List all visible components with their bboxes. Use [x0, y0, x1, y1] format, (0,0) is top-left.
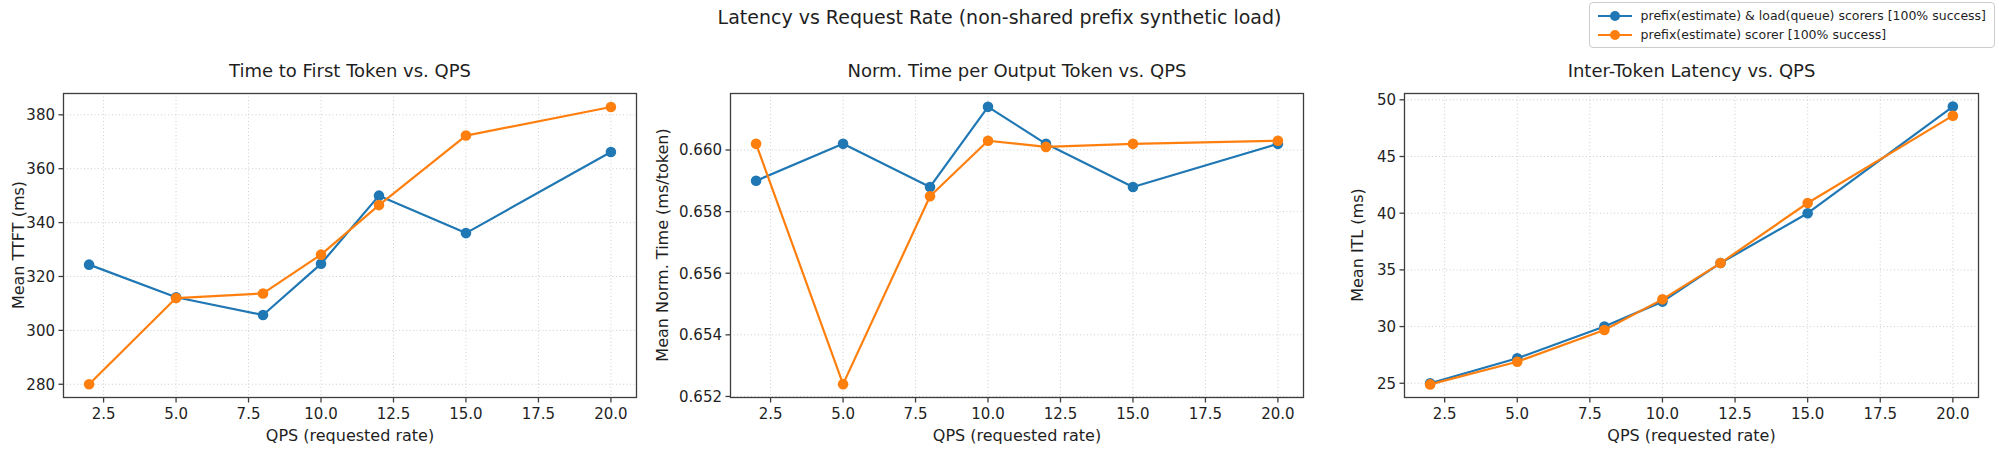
- x-tick-label: 7.5: [904, 405, 928, 423]
- y-tick-label: 30: [1377, 318, 1396, 336]
- series-line-0: [89, 152, 611, 315]
- series-line-1: [756, 141, 1278, 384]
- latency-figure: Latency vs Request Rate (non-shared pref…: [0, 0, 1999, 458]
- data-point-marker-1: [374, 200, 385, 211]
- x-tick-label: 15.0: [1791, 405, 1824, 423]
- x-tick-label: 5.0: [164, 405, 188, 423]
- data-point-marker-1: [1273, 135, 1284, 146]
- x-tick-label: 5.0: [831, 405, 855, 423]
- y-tick-label: 25: [1377, 375, 1396, 393]
- y-tick-label: 0.660: [679, 141, 722, 159]
- x-tick-label: 10.0: [971, 405, 1004, 423]
- legend-entry-blue: prefix(estimate) & load(queue) scorers […: [1597, 6, 1986, 25]
- data-point-marker-0: [84, 259, 95, 270]
- data-point-marker-0: [461, 228, 472, 239]
- data-point-marker-0: [1802, 208, 1813, 219]
- data-point-marker-1: [258, 288, 269, 299]
- axes-spines: [1405, 94, 1979, 398]
- y-tick-label: 360: [26, 160, 55, 178]
- series-line-0: [756, 107, 1278, 187]
- x-tick-label: 12.5: [377, 405, 410, 423]
- data-point-marker-1: [925, 191, 936, 202]
- chart-1: 2.5 5.0 7.5 10.0 12.5 15.0 17.5 20.0 0.652 0.654 0…: [679, 93, 1304, 423]
- y-tick-label: 50: [1377, 91, 1396, 109]
- y-tick-label: 45: [1377, 148, 1396, 166]
- y-tick-label: 40: [1377, 205, 1396, 223]
- series-line-1: [1430, 116, 1953, 385]
- data-point-marker-0: [983, 102, 994, 113]
- series-line-0: [1430, 107, 1953, 384]
- y-tick-label: 280: [26, 376, 55, 394]
- legend-label: prefix(estimate) & load(queue) scorers […: [1641, 8, 1986, 23]
- data-point-marker-0: [374, 190, 385, 201]
- legend-line-marker-icon: [1597, 29, 1633, 41]
- x-tick-label: 7.5: [237, 405, 261, 423]
- x-tick-label: 12.5: [1044, 405, 1077, 423]
- legend-label: prefix(estimate) scorer [100% success]: [1641, 27, 1887, 42]
- data-point-marker-1: [1512, 356, 1523, 367]
- y-tick-label: 320: [26, 268, 55, 286]
- x-tick-label: 15.0: [1116, 405, 1149, 423]
- x-tick-label: 10.0: [304, 405, 337, 423]
- charts-canvas: 2.5 5.0 7.5 10.0 12.5 15.0 17.5 20.0 280 300 320 34…: [0, 0, 1999, 458]
- legend: prefix(estimate) & load(queue) scorers […: [1589, 2, 1995, 48]
- data-point-marker-0: [1948, 101, 1959, 112]
- data-point-marker-0: [1128, 182, 1139, 193]
- axes-spines: [64, 94, 637, 398]
- data-point-marker-1: [1599, 325, 1610, 336]
- legend-entry-orange: prefix(estimate) scorer [100% success]: [1597, 25, 1986, 44]
- x-tick-label: 20.0: [1261, 405, 1294, 423]
- x-tick-label: 2.5: [759, 405, 783, 423]
- data-point-marker-0: [258, 310, 269, 321]
- y-tick-label: 300: [26, 322, 55, 340]
- data-point-marker-1: [461, 130, 472, 141]
- x-tick-label: 2.5: [92, 405, 116, 423]
- y-tick-label: 0.656: [679, 265, 722, 283]
- data-point-marker-0: [925, 182, 936, 193]
- chart-0: 2.5 5.0 7.5 10.0 12.5 15.0 17.5 20.0 280 300 320 34…: [26, 93, 637, 423]
- data-point-marker-1: [1128, 139, 1139, 150]
- data-point-marker-0: [751, 176, 762, 187]
- chart-2: 2.5 5.0 7.5 10.0 12.5 15.0 17.5 20.0 25 30 35 40 45 5…: [1377, 91, 1979, 423]
- data-point-marker-1: [606, 102, 617, 113]
- data-point-marker-0: [838, 139, 849, 150]
- axes-spines: [731, 94, 1304, 398]
- data-point-marker-1: [751, 139, 762, 150]
- x-tick-label: 2.5: [1433, 405, 1457, 423]
- x-tick-label: 12.5: [1718, 405, 1751, 423]
- data-point-marker-1: [983, 135, 994, 146]
- data-point-marker-1: [1802, 198, 1813, 209]
- x-tick-label: 20.0: [1936, 405, 1969, 423]
- data-point-marker-1: [1657, 294, 1668, 305]
- x-tick-label: 20.0: [594, 405, 627, 423]
- data-point-marker-1: [1715, 258, 1726, 269]
- x-tick-label: 5.0: [1505, 405, 1529, 423]
- x-tick-label: 17.5: [1189, 405, 1222, 423]
- data-point-marker-1: [1948, 110, 1959, 121]
- data-point-marker-1: [1425, 379, 1436, 390]
- data-point-marker-0: [606, 147, 617, 158]
- data-point-marker-1: [838, 379, 849, 390]
- data-point-marker-1: [316, 249, 327, 260]
- y-tick-label: 0.652: [679, 388, 722, 406]
- data-point-marker-1: [84, 379, 95, 390]
- x-tick-label: 7.5: [1578, 405, 1602, 423]
- data-point-marker-0: [316, 259, 327, 270]
- data-point-marker-1: [171, 293, 182, 304]
- y-tick-label: 0.658: [679, 203, 722, 221]
- x-tick-label: 17.5: [1864, 405, 1897, 423]
- x-tick-label: 17.5: [522, 405, 555, 423]
- y-tick-label: 380: [26, 106, 55, 124]
- series-line-1: [89, 107, 611, 384]
- x-tick-label: 10.0: [1646, 405, 1679, 423]
- y-tick-label: 340: [26, 214, 55, 232]
- y-tick-label: 35: [1377, 261, 1396, 279]
- legend-line-marker-icon: [1597, 10, 1633, 22]
- x-tick-label: 15.0: [449, 405, 482, 423]
- data-point-marker-1: [1041, 142, 1052, 153]
- y-tick-label: 0.654: [679, 326, 722, 344]
